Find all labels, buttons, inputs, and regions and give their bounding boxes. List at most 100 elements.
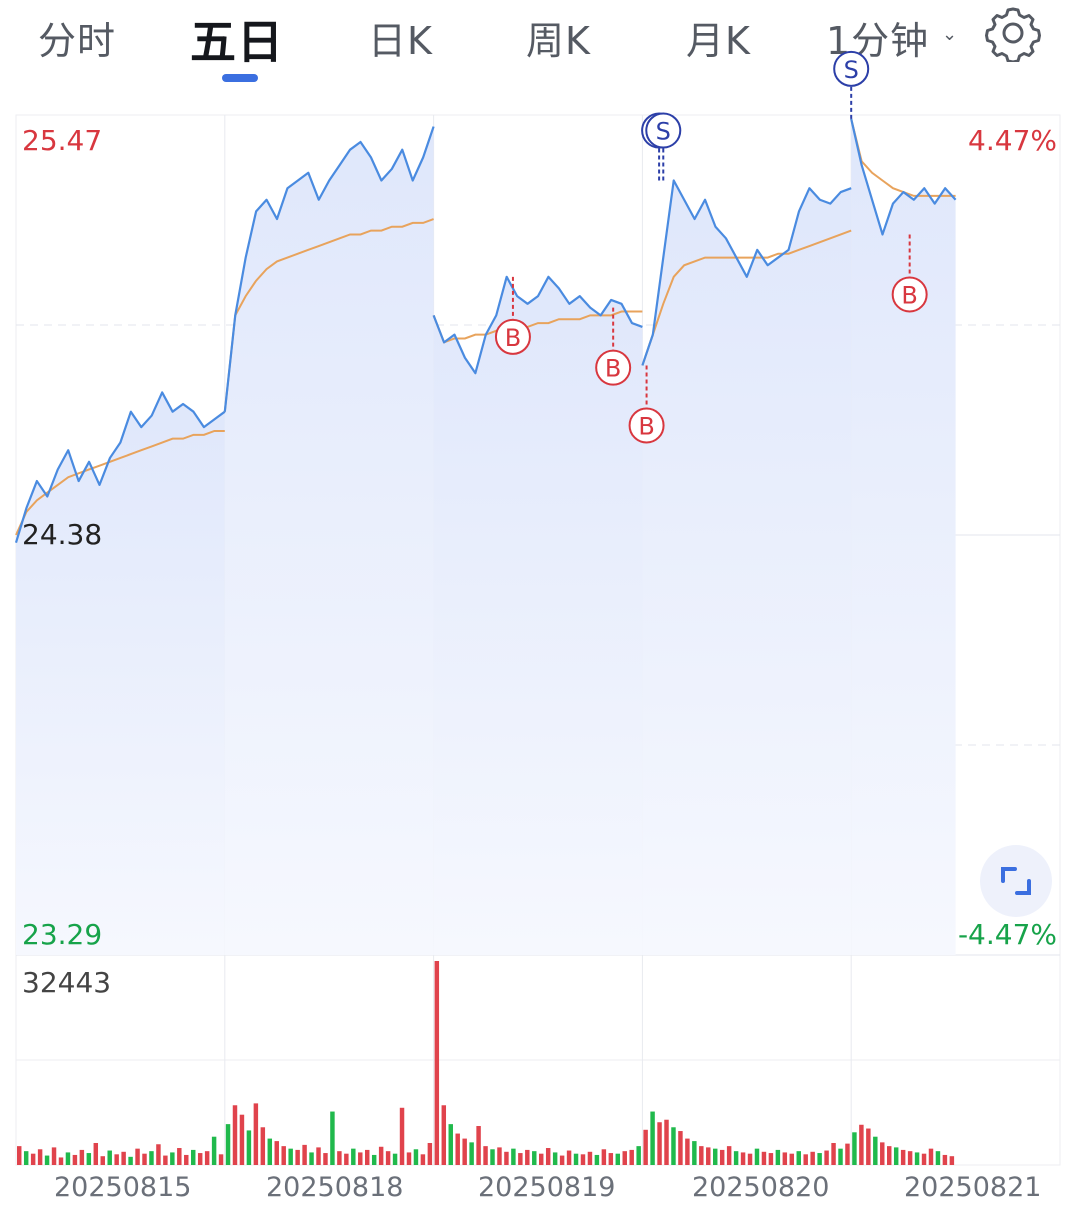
volume-bar <box>17 1146 22 1165</box>
volume-bar <box>114 1154 119 1165</box>
volume-bar <box>420 1154 426 1165</box>
volume-bar <box>427 1142 433 1165</box>
volume-bar <box>608 1153 614 1165</box>
average-price-line <box>223 218 434 412</box>
y-axis-min-label: 23.29 <box>22 918 103 951</box>
volume-bar <box>573 1153 579 1165</box>
tab-intraday[interactable]: 分时 <box>38 19 117 63</box>
volume-bar <box>51 1147 57 1165</box>
volume-bar <box>358 1152 363 1165</box>
active-tab-indicator <box>222 74 258 82</box>
volume-bar <box>448 1124 453 1165</box>
volume-bar <box>615 1153 621 1165</box>
x-tick-label: 20250819 <box>478 1172 616 1203</box>
sell-marker <box>645 112 682 149</box>
price-line <box>641 179 852 366</box>
buy-marker <box>494 318 531 355</box>
chevron-down-icon[interactable]: ⌄ <box>942 24 958 45</box>
sell-marker <box>833 50 870 87</box>
y-axis-max-label: 25.47 <box>22 124 103 157</box>
price-area <box>851 118 956 955</box>
volume-bar <box>824 1150 829 1165</box>
buy-marker-label: B <box>901 281 917 309</box>
volume-bar <box>344 1153 349 1165</box>
average-price-line <box>432 310 643 344</box>
period-tabs: 分时 五日 日K 周K 月K 1分钟 ⌄ <box>0 0 1071 90</box>
tab-weekly-k[interactable]: 周K <box>526 19 591 63</box>
volume-bar <box>191 1149 196 1165</box>
volume-bar <box>232 1105 238 1165</box>
volume-bar <box>197 1153 203 1165</box>
volume-bar <box>385 1151 391 1165</box>
volume-bar <box>782 1152 788 1165</box>
x-tick-label: 20250821 <box>904 1172 1042 1203</box>
volume-bar <box>935 1151 941 1165</box>
volume-bar <box>156 1144 161 1165</box>
volume-bar <box>775 1149 781 1165</box>
gear-icon[interactable] <box>984 4 1042 62</box>
volume-bar <box>37 1149 43 1165</box>
volume-bar <box>490 1149 495 1165</box>
volume-bar <box>365 1149 370 1165</box>
volume-bar <box>518 1153 523 1165</box>
volume-bar <box>907 1151 913 1165</box>
volume-bar <box>469 1142 474 1165</box>
volume-bar <box>768 1153 774 1165</box>
volume-bar <box>121 1151 126 1165</box>
volume-bar <box>267 1138 273 1165</box>
price-area <box>224 126 434 955</box>
volume-bar <box>302 1144 307 1165</box>
volume-bar <box>740 1152 746 1165</box>
volume-bar <box>699 1146 704 1165</box>
volume-bar <box>434 961 440 1165</box>
volume-bar <box>225 1124 231 1165</box>
volume-bar <box>545 1148 551 1165</box>
volume-bar <box>274 1141 279 1165</box>
volume-bar <box>733 1151 739 1165</box>
volume-bar <box>309 1152 314 1165</box>
fullscreen-button[interactable] <box>980 845 1052 917</box>
volume-bar <box>525 1149 530 1165</box>
tab-monthly-k[interactable]: 月K <box>686 19 751 63</box>
volume-bar <box>587 1151 593 1165</box>
sell-marker-label: S <box>656 118 671 146</box>
volume-bar <box>852 1132 857 1165</box>
buy-marker-label: B <box>605 355 621 383</box>
volume-bar <box>65 1152 71 1165</box>
volume-bar <box>928 1148 934 1165</box>
volume-bar <box>866 1128 871 1165</box>
volume-bar <box>204 1151 210 1165</box>
volume-bar <box>455 1133 460 1165</box>
volume-bar <box>163 1155 168 1165</box>
buy-marker-label: B <box>505 324 521 352</box>
volume-bar <box>323 1153 328 1165</box>
pct-axis-min-label: -4.47% <box>957 918 1057 951</box>
volume-bar <box>23 1151 29 1165</box>
volume-bar <box>838 1148 843 1165</box>
tab-daily-k[interactable]: 日K <box>368 19 433 63</box>
volume-bar <box>392 1153 398 1165</box>
volume-bar <box>211 1136 217 1165</box>
volume-bar <box>30 1153 36 1165</box>
volume-bar <box>747 1153 753 1165</box>
price-area <box>433 276 643 956</box>
tab-five-day[interactable]: 五日 <box>190 15 284 69</box>
volume-bar <box>831 1142 836 1165</box>
volume-bar <box>949 1156 955 1165</box>
price-area <box>16 392 225 956</box>
volume-bar <box>719 1149 725 1165</box>
volume-bar <box>636 1146 641 1165</box>
x-tick-label: 20250815 <box>54 1172 192 1203</box>
volume-bar <box>511 1148 516 1165</box>
volume-bar <box>316 1147 321 1165</box>
y-axis-prev-close-label: 24.38 <box>22 518 103 551</box>
volume-bar <box>246 1130 252 1165</box>
volume-bar <box>406 1152 412 1165</box>
volume-bar <box>803 1154 808 1165</box>
volume-bar <box>142 1153 147 1165</box>
volume-bar <box>281 1146 286 1165</box>
x-tick-label: 20250820 <box>692 1172 830 1203</box>
volume-bar <box>650 1111 655 1165</box>
volume-bar <box>378 1146 384 1165</box>
